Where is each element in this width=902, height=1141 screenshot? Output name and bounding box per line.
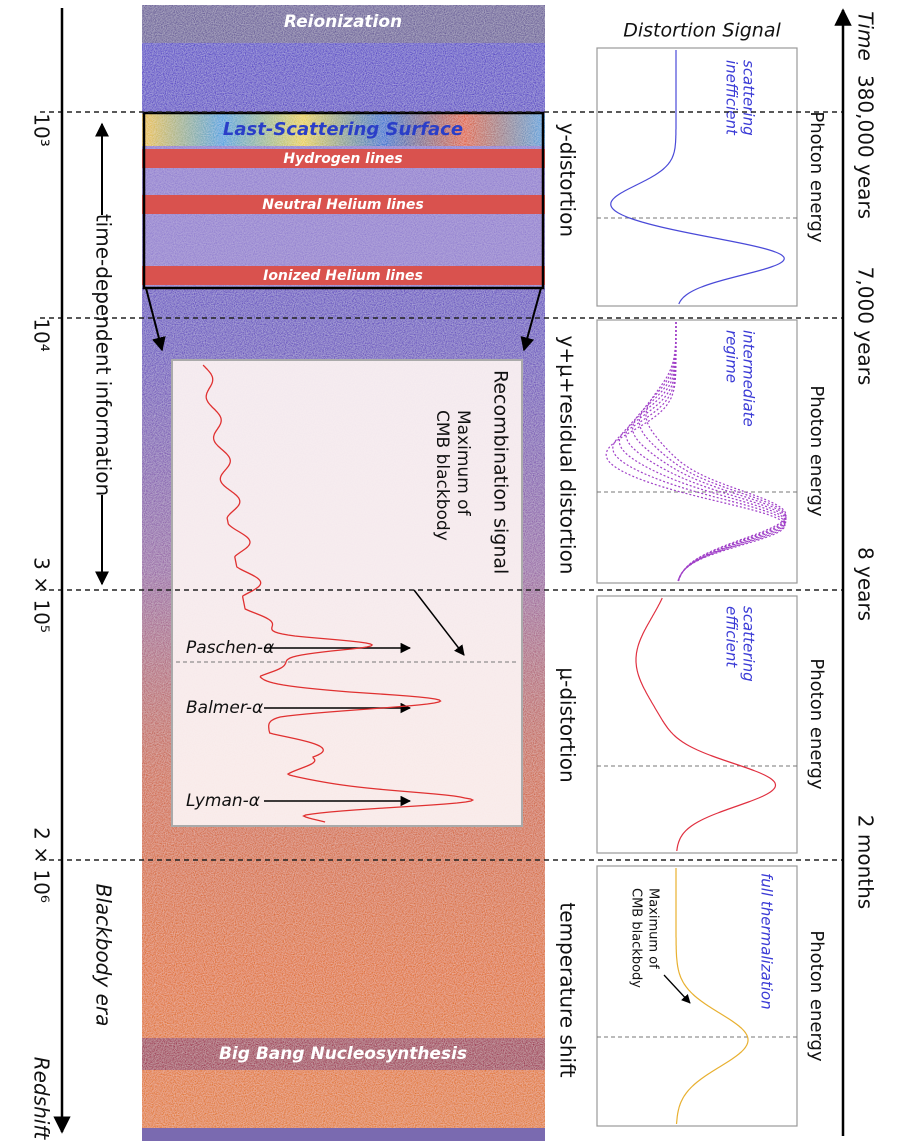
line-label: Balmer-α: [186, 698, 263, 718]
inset-note: CMB blackbody: [432, 410, 452, 541]
time-tick: 8 years: [854, 547, 878, 621]
inset-note: Maximum of: [453, 410, 473, 517]
line-label: Lyman-α: [186, 791, 260, 811]
band-label: Neutral Helium lines: [262, 197, 424, 213]
panel-note: inefficient: [723, 60, 741, 136]
panel-axis-label: Photon energy: [806, 930, 827, 1062]
figure: Reionization Last-Scattering Surface Hyd…: [0, 0, 902, 1141]
panel-note: regime: [723, 330, 741, 383]
panel-note: intermediate: [740, 330, 758, 427]
panel-axis-label: Photon energy: [806, 658, 827, 790]
redshift-label: Redshift: [30, 1057, 54, 1141]
panel-axis-label: Photon energy: [806, 385, 827, 517]
panel-axis-label: Photon energy: [806, 111, 827, 243]
era-label: Blackbody era: [92, 884, 116, 1027]
panel-note: CMB blackbody: [629, 888, 644, 988]
regime-label: y-distortion: [556, 123, 580, 237]
panel-note: scattering: [740, 60, 758, 136]
band-label: Reionization: [284, 12, 402, 32]
range-label: time-dependent information: [92, 214, 116, 496]
distortion-panel: [597, 320, 797, 583]
time-tick: 7,000 years: [854, 267, 878, 386]
redshift-tick: 10⁴: [30, 318, 54, 351]
inset-title: Recombination signal: [490, 370, 512, 574]
band-label: Big Bang Nucleosynthesis: [219, 1044, 467, 1064]
distortion-panel: [597, 48, 797, 306]
regime-label: y+μ+residual distortion: [556, 336, 580, 575]
distortion-panel: [597, 596, 797, 853]
panel-heading: Distortion Signal: [623, 20, 781, 42]
redshift-tick: 3 × 10⁵: [30, 557, 54, 633]
regime-label: μ-distortion: [556, 667, 580, 782]
time-tick: 2 months: [854, 815, 878, 909]
time-label: Time: [854, 11, 878, 61]
redshift-tick: 2 × 10⁶: [30, 827, 54, 903]
panel-note: efficient: [723, 606, 741, 668]
redshift-tick: 10³: [30, 113, 54, 146]
band-label: Hydrogen lines: [283, 151, 402, 167]
regime-label: temperature shift: [556, 902, 580, 1077]
panel-note: scattering: [740, 606, 758, 682]
band-label: Ionized Helium lines: [263, 268, 423, 284]
time-tick: 380,000 years: [854, 75, 878, 219]
band-label: Last-Scattering Surface: [223, 119, 463, 140]
panel-note: full thermalization: [758, 873, 776, 1010]
line-label: Paschen-α: [186, 638, 274, 658]
panel-note: Maximum of: [646, 888, 661, 969]
bottom-band: [142, 1128, 545, 1141]
